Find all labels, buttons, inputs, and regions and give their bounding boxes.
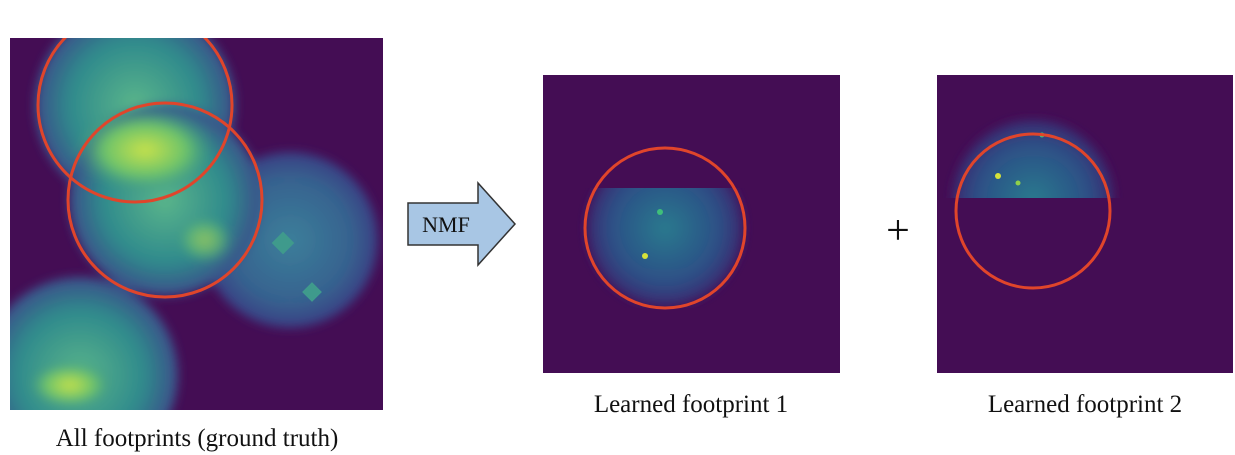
panel-footprint-1 (543, 75, 840, 373)
plus-operator: + (886, 208, 910, 254)
caption: All footprints (ground truth) (56, 425, 339, 452)
panel-ground-truth (0, 5, 383, 455)
caption: Learned footprint 2 (988, 391, 1182, 418)
nmf-arrow: NMF (408, 183, 515, 265)
arrow-label: NMF (422, 212, 470, 237)
figure: NMF + All footprints (ground truth) Lear… (0, 0, 1235, 455)
caption: Learned footprint 1 (594, 391, 788, 418)
panel-footprint-2 (937, 75, 1233, 373)
